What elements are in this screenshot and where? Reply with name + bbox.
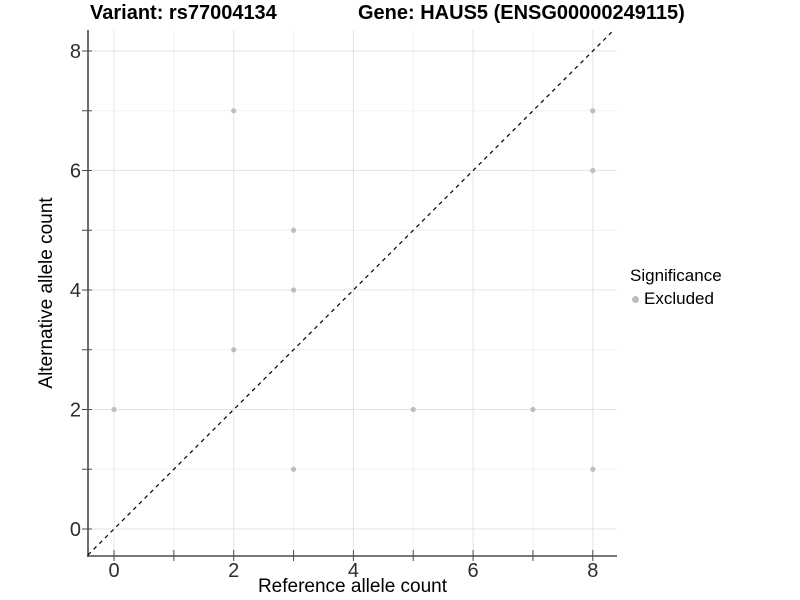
x-tick-label: 0 [108,560,119,582]
x-tick-label: 8 [587,560,598,582]
legend-title: Significance [630,266,722,285]
legend: Significance Excluded [630,266,722,309]
x-tick-label: 2 [228,560,239,582]
data-point [590,466,596,472]
y-tick-label: 4 [70,280,81,302]
excluded-point-swatch [632,295,639,303]
data-point [590,167,596,174]
data-point [410,406,416,413]
y-tick-label: 6 [70,161,81,183]
y-tick-label: 0 [70,519,81,541]
data-point [231,347,237,353]
x-axis-title: Reference allele count [257,576,448,597]
y-tick-label: 2 [70,400,81,422]
data-point [111,406,117,413]
data-point [290,466,297,472]
legend-item-label: Excluded [644,289,714,308]
gene-title: Gene: HAUS5 (ENSG00000249115) [358,2,685,24]
data-point [530,406,536,413]
x-tick-label: 4 [348,560,359,582]
identity-line [87,29,615,556]
x-tick-label: 6 [468,560,479,582]
data-point [290,287,297,293]
y-tick-label: 8 [70,41,81,63]
data-point [231,108,237,114]
variant-title: Variant: rs77004134 [90,2,277,24]
legend-item-excluded: Excluded [632,289,722,309]
data-point [290,227,297,233]
y-axis-title: Alternative allele count [36,197,57,389]
data-point [590,108,596,114]
